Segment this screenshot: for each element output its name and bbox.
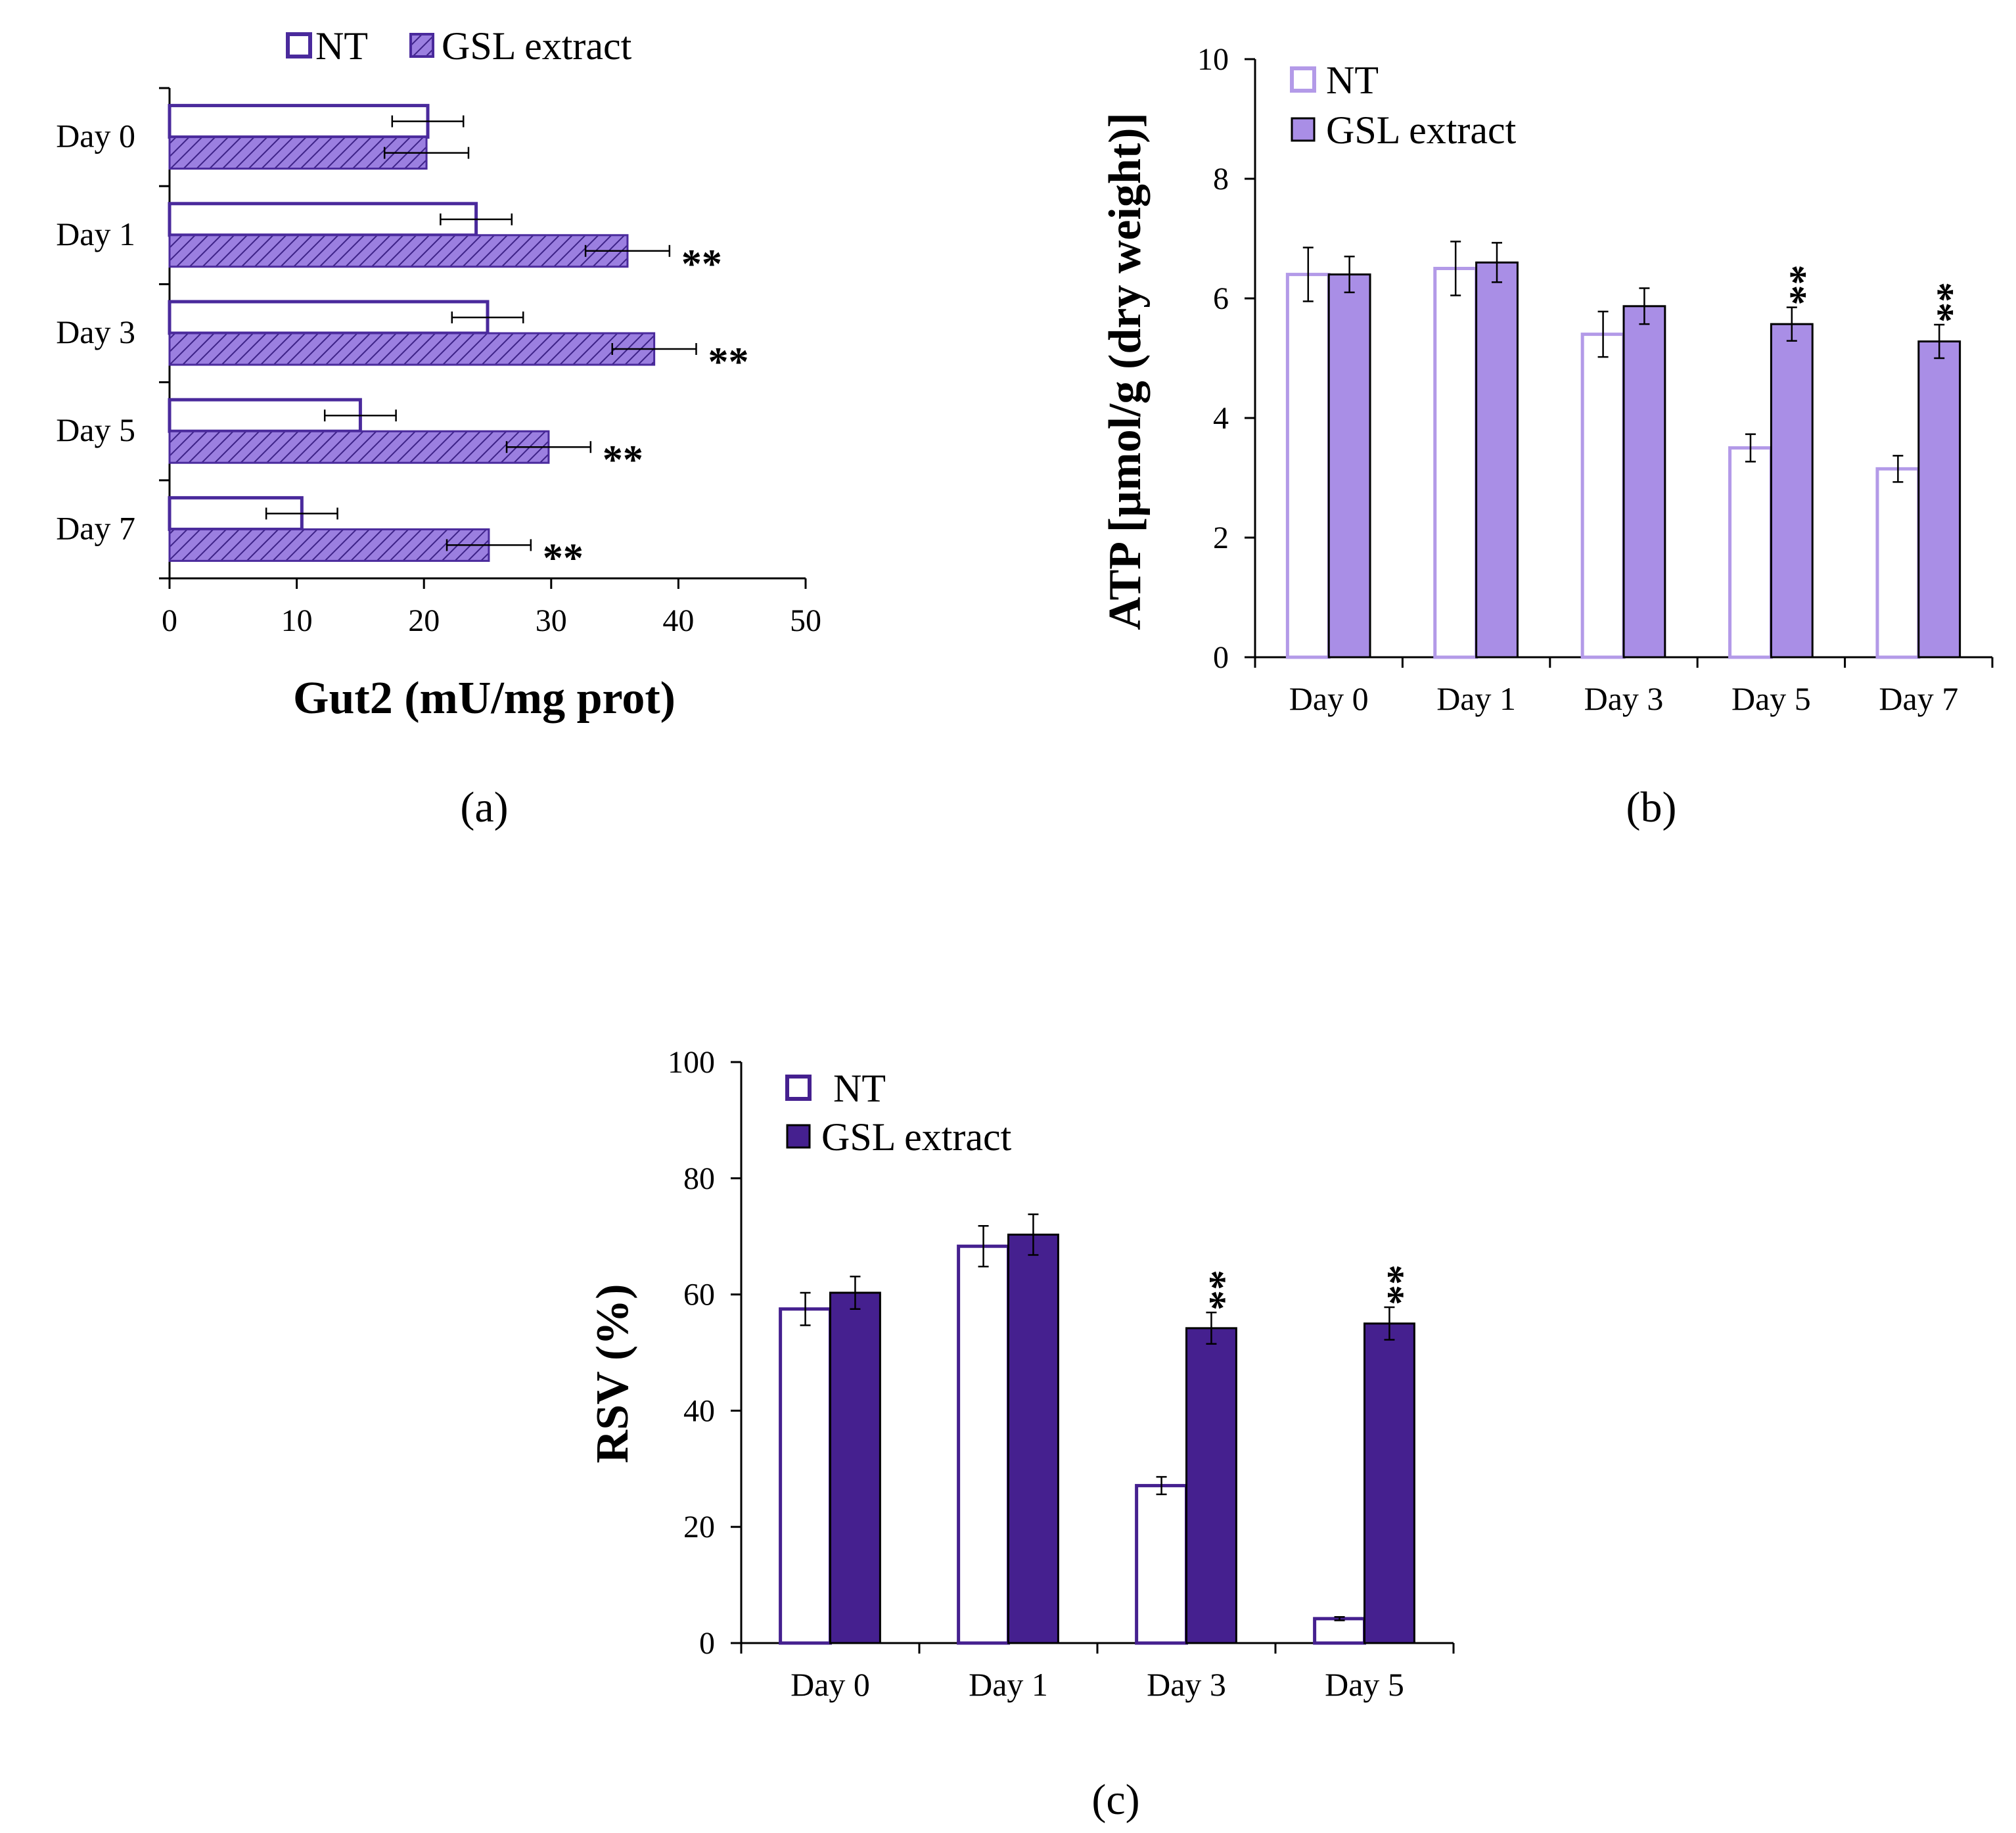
bar-gsl xyxy=(168,430,550,464)
panel-b: 0 2 4 6 8 10 Day 0 Day 1 Day 3 Day 5 ** Day 7 ** NT … xyxy=(1100,42,1994,831)
x-tick-label: 20 xyxy=(408,603,440,638)
legend-gsl-swatch xyxy=(786,1124,811,1149)
legend-gsl-label: GSL extract xyxy=(442,24,632,68)
bar-nt xyxy=(1135,1483,1188,1645)
legend-gsl-swatch xyxy=(409,33,434,58)
x-tick-label: 10 xyxy=(281,603,313,638)
category-label: Day 0 xyxy=(56,118,135,154)
bar-nt xyxy=(1313,1617,1366,1645)
x-tick-label: 40 xyxy=(662,603,694,638)
bar-gsl xyxy=(168,528,490,562)
y-tick-label: 80 xyxy=(683,1161,715,1196)
bar-gsl xyxy=(1363,1322,1415,1644)
legend-nt-label: NT xyxy=(833,1067,886,1110)
bar-gsl xyxy=(168,136,428,170)
bar-gsl xyxy=(1622,305,1666,659)
bar-nt xyxy=(168,104,430,139)
y-tick-label: 0 xyxy=(1213,640,1229,675)
category-label: Day 1 xyxy=(56,216,135,252)
legend-nt-swatch xyxy=(286,32,312,58)
bar-nt xyxy=(168,202,478,237)
y-tick-label: 20 xyxy=(683,1510,715,1544)
y-tick-label: 40 xyxy=(683,1393,715,1428)
x-tick-label: 0 xyxy=(162,603,177,638)
x-tick-label: 30 xyxy=(536,603,567,638)
bar-gsl xyxy=(1327,273,1371,659)
legend-gsl-label: GSL extract xyxy=(821,1115,1012,1159)
panel-label: (b) xyxy=(1626,783,1677,831)
category-label: Day 1 xyxy=(1436,680,1516,717)
y-tick-label: 2 xyxy=(1213,521,1229,555)
significance-marker: ** xyxy=(603,438,643,482)
significance-marker: ** xyxy=(1770,265,1814,306)
panel-c-plot: 0 20 40 60 80 100 Day 0 Day 1 Day 3 ** Day 5 ** xyxy=(668,1045,1455,1703)
bar-gsl xyxy=(1917,340,1961,659)
bar-nt xyxy=(957,1244,1010,1645)
y-tick-label: 60 xyxy=(683,1278,715,1312)
panel-a-plot: 0 10 20 30 40 50 Day 0 Day 1 ** Day 3 ** Day 5 ** Day… xyxy=(56,87,821,638)
significance-marker: ** xyxy=(1367,1265,1411,1305)
y-axis-title: ATP [µmol/g (dry weight)] xyxy=(1100,112,1151,630)
significance-marker: ** xyxy=(708,340,749,384)
bar-gsl xyxy=(168,332,656,366)
bar-nt xyxy=(1728,446,1773,659)
y-tick-label: 8 xyxy=(1213,162,1229,197)
panel-c-legend: NT GSL extract xyxy=(785,1067,1012,1159)
category-label: Day 3 xyxy=(1584,680,1664,717)
category-label: Day 3 xyxy=(56,313,135,350)
category-label: Day 5 xyxy=(1731,680,1811,717)
bar-gsl xyxy=(829,1291,881,1644)
bar-nt xyxy=(168,300,490,335)
category-label: Day 0 xyxy=(790,1666,870,1703)
y-tick-label: 100 xyxy=(668,1045,715,1080)
category-label: Day 7 xyxy=(1879,680,1958,717)
panel-a-legend: NT GSL extract xyxy=(286,24,632,68)
significance-marker: ** xyxy=(543,536,584,580)
panel-label: (a) xyxy=(460,783,508,831)
y-tick-label: 10 xyxy=(1197,42,1229,77)
significance-marker: ** xyxy=(681,242,722,287)
bar-nt xyxy=(1875,467,1921,659)
panel-a: 0 10 20 30 40 50 Day 0 Day 1 ** Day 3 ** Day 5 ** Day… xyxy=(56,24,821,831)
bar-nt xyxy=(779,1307,832,1645)
bar-gsl xyxy=(168,234,629,268)
bar-nt xyxy=(1580,333,1626,659)
panel-label: (c) xyxy=(1091,1776,1139,1824)
panel-c: 0 20 40 60 80 100 Day 0 Day 1 Day 3 ** Day 5 ** NT … xyxy=(587,1045,1455,1824)
bar-gsl xyxy=(1475,261,1519,659)
y-tick-label: 0 xyxy=(699,1626,715,1661)
category-label: Day 0 xyxy=(1289,680,1369,717)
y-tick-label: 4 xyxy=(1213,401,1229,436)
legend-nt-label: NT xyxy=(315,24,368,68)
y-tick-label: 6 xyxy=(1213,281,1229,316)
bar-nt xyxy=(1433,267,1478,659)
bar-gsl xyxy=(1185,1327,1237,1644)
x-axis-title: Gut2 (mU/mg prot) xyxy=(293,673,676,724)
category-label: Day 5 xyxy=(1325,1666,1404,1703)
significance-marker: ** xyxy=(1917,282,1961,323)
category-label: Day 7 xyxy=(56,509,135,546)
bar-gsl xyxy=(1007,1234,1059,1644)
y-axis-title: RSV (%) xyxy=(587,1284,638,1464)
category-label: Day 5 xyxy=(56,411,135,448)
legend-nt-label: NT xyxy=(1326,58,1379,102)
bar-gsl xyxy=(1770,323,1814,659)
legend-nt-swatch xyxy=(785,1075,812,1101)
panel-b-plot: 0 2 4 6 8 10 Day 0 Day 1 Day 3 Day 5 ** Day 7 ** xyxy=(1197,42,1994,717)
category-label: Day 1 xyxy=(969,1666,1048,1703)
bar-nt xyxy=(1285,273,1331,659)
legend-gsl-swatch xyxy=(1291,117,1316,142)
significance-marker: ** xyxy=(1189,1270,1233,1311)
panel-b-legend: NT GSL extract xyxy=(1290,58,1517,152)
category-label: Day 3 xyxy=(1147,1666,1226,1703)
legend-nt-swatch xyxy=(1290,66,1316,93)
x-tick-label: 50 xyxy=(790,603,821,638)
legend-gsl-label: GSL extract xyxy=(1326,108,1517,152)
